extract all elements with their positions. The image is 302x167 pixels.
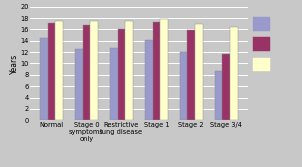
Bar (253, 17, 270, 31)
Bar (40, 38, 48, 120)
Bar (153, 22, 160, 120)
Bar (230, 27, 238, 120)
Bar (195, 24, 203, 120)
Bar (117, 29, 125, 120)
Bar (145, 40, 153, 120)
Bar (188, 30, 195, 120)
Bar (160, 19, 168, 120)
Bar (56, 21, 63, 120)
Bar (222, 54, 230, 120)
Bar (215, 71, 222, 120)
Bar (253, 37, 270, 51)
Y-axis label: Years: Years (10, 53, 19, 74)
Bar (180, 52, 188, 120)
Bar (75, 49, 83, 120)
Bar (125, 21, 133, 120)
Bar (90, 21, 98, 120)
Bar (253, 58, 270, 71)
Bar (110, 48, 117, 120)
Bar (48, 23, 56, 120)
Bar (83, 25, 90, 120)
